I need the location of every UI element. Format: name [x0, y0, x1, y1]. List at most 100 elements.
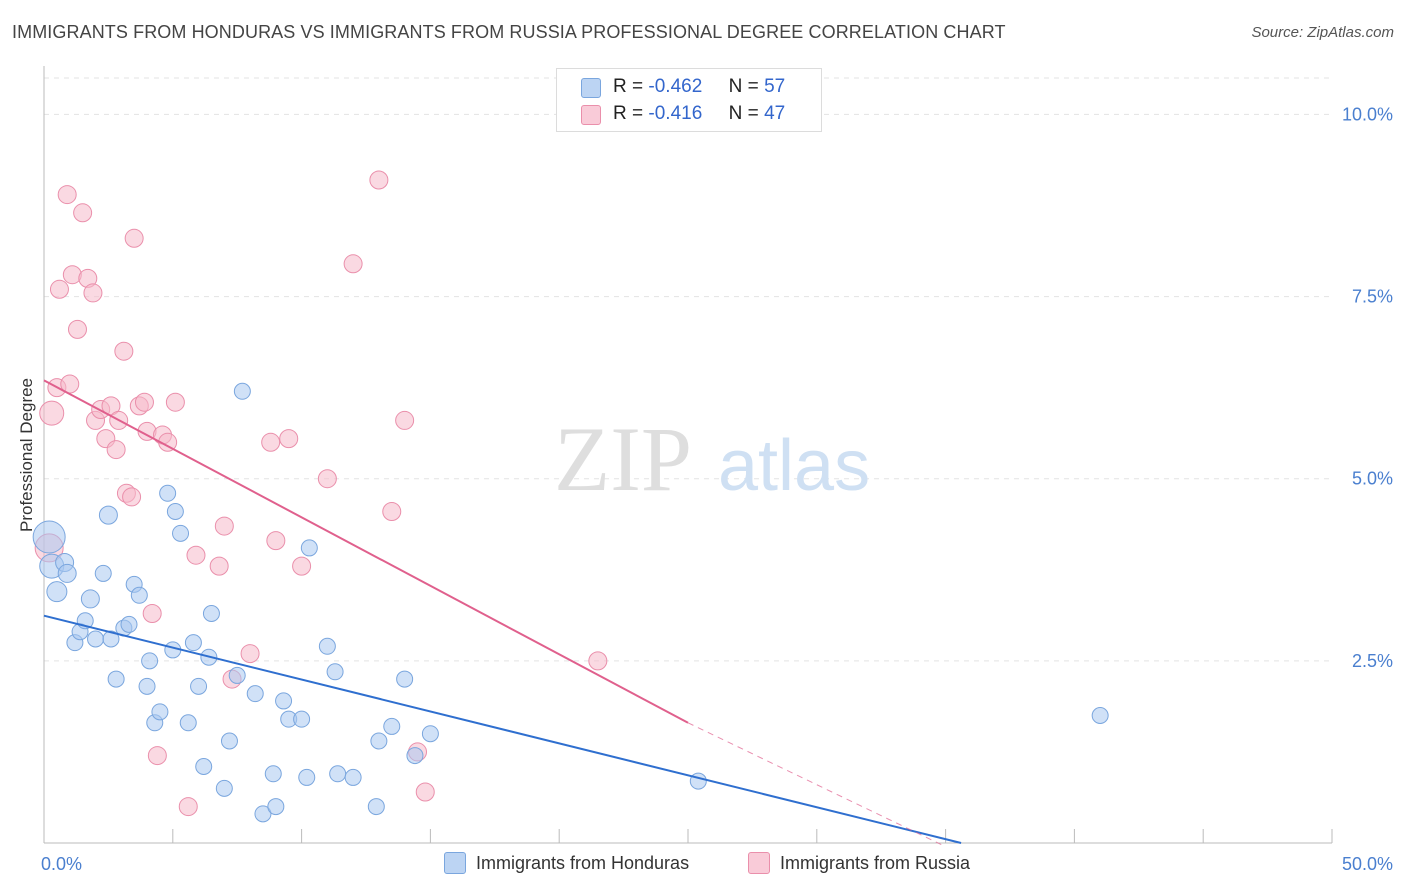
point-honduras [195, 758, 213, 775]
point-russia [147, 746, 167, 766]
point-russia [165, 392, 185, 412]
point-honduras [87, 630, 105, 648]
point-honduras [57, 563, 77, 583]
point-honduras [383, 717, 401, 735]
point-russia [124, 228, 144, 248]
point-russia [122, 487, 142, 507]
y-tick-label: 7.5% [1352, 287, 1393, 307]
point-russia [57, 185, 77, 205]
point-honduras [264, 765, 282, 783]
point-russia [178, 797, 198, 817]
point-honduras [267, 798, 285, 816]
point-honduras [138, 677, 156, 695]
point-honduras [329, 765, 347, 783]
point-honduras [172, 524, 190, 542]
series-label-honduras: Immigrants from Honduras [476, 853, 690, 873]
point-honduras [202, 605, 220, 622]
point-russia [209, 556, 229, 576]
point-russia [588, 651, 608, 671]
point-russia [214, 516, 234, 536]
series-swatch-russia [748, 852, 770, 874]
y-tick-label: 2.5% [1352, 651, 1393, 671]
legend-n-value: 47 [764, 103, 786, 124]
point-honduras [300, 539, 318, 557]
point-honduras [421, 725, 439, 743]
y-tick-label: 10.0% [1342, 104, 1393, 124]
point-russia [73, 203, 93, 223]
point-russia [240, 644, 260, 664]
point-russia [83, 283, 103, 303]
point-honduras [32, 520, 66, 554]
point-honduras [159, 484, 177, 502]
point-honduras [275, 692, 293, 710]
point-russia [114, 341, 134, 361]
point-honduras [220, 732, 238, 750]
point-russia [106, 440, 126, 460]
grid-layer [44, 77, 1332, 662]
point-honduras [233, 382, 251, 400]
watermark: ZIP atlas [554, 408, 870, 510]
x-tick-label: 0.0% [41, 854, 82, 874]
y-tick-label: 5.0% [1352, 469, 1393, 489]
point-honduras [46, 581, 68, 603]
point-honduras [98, 505, 118, 525]
point-russia [279, 429, 299, 449]
point-honduras [215, 779, 233, 797]
point-honduras [254, 805, 272, 823]
point-russia [261, 432, 281, 452]
point-honduras [1091, 707, 1109, 724]
point-russia [292, 556, 312, 576]
point-russia [266, 531, 286, 551]
source-label: Source: ZipAtlas.com [1251, 24, 1394, 41]
point-russia [67, 319, 87, 339]
point-russia [142, 604, 162, 623]
legend-r-label: R = [613, 103, 644, 124]
legend-n-label: N = [728, 76, 759, 97]
legend-swatch-honduras [581, 78, 601, 98]
point-honduras [102, 630, 120, 648]
point-honduras [246, 685, 264, 703]
point-honduras [298, 768, 316, 786]
point-honduras [141, 652, 159, 670]
point-honduras [367, 798, 385, 816]
legend-r-label: R = [613, 76, 644, 97]
point-honduras [406, 747, 424, 765]
axis-layer [43, 66, 1333, 844]
point-russia [62, 265, 82, 285]
trend-line-russia-extension [687, 722, 946, 848]
x-tick-label: 50.0% [1342, 854, 1393, 874]
point-russia [134, 392, 154, 412]
point-honduras [94, 564, 112, 582]
point-honduras [166, 503, 184, 520]
point-russia [317, 469, 337, 489]
point-honduras [190, 677, 208, 695]
point-russia [186, 545, 206, 565]
watermark-atlas: atlas [718, 426, 870, 506]
trend-layer [43, 379, 962, 848]
chart-title: IMMIGRANTS FROM HONDURAS VS IMMIGRANTS F… [12, 22, 1006, 42]
tick-label-layer: 2.5% 5.0% 7.5% 10.0% 0.0% 50.0% [41, 104, 1393, 874]
point-honduras [184, 634, 202, 652]
point-honduras [326, 663, 344, 681]
point-honduras [151, 703, 169, 721]
point-honduras [396, 670, 414, 688]
point-honduras [228, 666, 246, 684]
point-honduras [370, 732, 388, 750]
legend-r-value: -0.462 [648, 76, 703, 97]
point-russia [39, 400, 65, 426]
legend-n-value: 57 [764, 76, 786, 97]
point-honduras [120, 615, 138, 633]
point-russia [369, 170, 389, 190]
point-russia [395, 410, 415, 430]
point-russia [382, 502, 402, 521]
point-honduras [107, 670, 125, 688]
trend-line-russia [43, 379, 689, 724]
legend-swatch-russia [581, 105, 601, 125]
series-label-russia: Immigrants from Russia [780, 853, 971, 873]
series-swatch-honduras [444, 852, 466, 874]
point-russia [49, 279, 69, 299]
trend-line-honduras [43, 614, 962, 844]
points-layer [32, 170, 1109, 823]
watermark-zip: ZIP [554, 408, 692, 510]
